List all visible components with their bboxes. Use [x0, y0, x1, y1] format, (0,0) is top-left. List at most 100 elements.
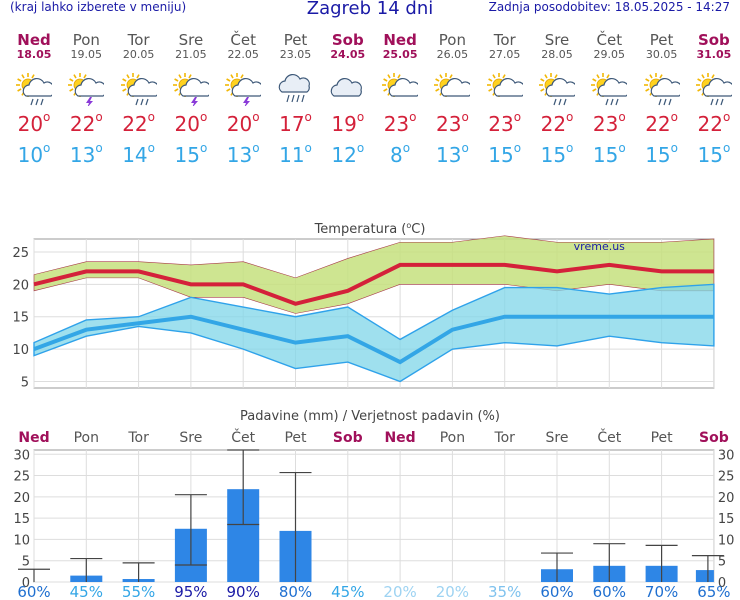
precip-probability: 55% [122, 583, 155, 600]
day-column: Pon 19.05 [60, 32, 112, 61]
day-column: Sob 24.05 [322, 32, 374, 61]
max-temp: 19o [322, 110, 374, 136]
min-temp-value: 15 [645, 143, 671, 167]
min-temp: 8o [374, 141, 426, 167]
day-name: Sre [178, 31, 204, 49]
day-column: Tor 20.05 [113, 32, 165, 61]
degree-sign: o [199, 110, 208, 124]
y-tick-label: 15 [12, 311, 29, 326]
max-temp-value: 17 [279, 112, 305, 136]
temperature-chart-title: Temperatura (oC) [314, 221, 426, 237]
degree-sign: o [722, 141, 731, 155]
y-tick-label-left: 15 [13, 512, 30, 527]
min-temp: 14o [113, 141, 165, 167]
day-column: Čet 22.05 [217, 32, 269, 61]
max-temp: 20o [217, 110, 269, 136]
degree-sign: o [461, 110, 469, 124]
max-temp-value: 23 [435, 112, 462, 136]
max-temp-value: 20 [17, 112, 44, 136]
min-temp-value: 10 [17, 143, 44, 167]
min-temp: 10o [8, 141, 60, 167]
precip-probability: 95% [174, 583, 207, 600]
x-tick-label: Čet [231, 428, 255, 446]
day-column: Pon 26.05 [426, 32, 478, 61]
y-tick-label-left: 0 [22, 576, 30, 591]
min-temp-value: 13 [226, 143, 253, 167]
x-tick-label: Čet [597, 428, 621, 446]
day-date: 22.05 [227, 48, 259, 61]
degree-sign: o [147, 110, 155, 124]
day-column: Ned 25.05 [374, 32, 426, 61]
day-date: 19.05 [70, 48, 103, 61]
min-temp-value: 14 [122, 143, 148, 167]
precip-probability: 90% [227, 583, 260, 600]
min-temp-value: 15 [174, 143, 200, 167]
degree-sign: o [513, 110, 522, 124]
max-temp: 23o [479, 110, 531, 136]
day-date: 29.05 [593, 48, 626, 61]
day-name: Tor [127, 31, 150, 49]
min-temp: 15o [583, 141, 635, 167]
y-tick-label-right: 0 [718, 576, 726, 591]
max-temp: 22o [636, 110, 688, 136]
max-temp-value: 22 [645, 112, 671, 136]
y-tick-label-right: 15 [718, 512, 735, 527]
day-date: 25.05 [382, 48, 418, 61]
day-column: Sob 31.05 [688, 32, 740, 61]
degree-sign: o [252, 141, 260, 155]
max-temp: 17o [270, 110, 322, 136]
sun-cloud-rain-icon [16, 73, 52, 106]
degree-sign: o [43, 110, 51, 124]
y-tick-label-left: 5 [22, 555, 30, 570]
max-temp-value: 20 [226, 112, 253, 136]
day-column: Ned 18.05 [8, 32, 60, 61]
min-temp-line [33, 314, 714, 365]
x-tick-label: Tor [127, 430, 149, 446]
degree-sign: o [356, 141, 365, 155]
max-temp: 20o [8, 110, 60, 136]
y-tick-label-left: 25 [13, 470, 30, 485]
degree-sign: o [402, 141, 411, 155]
min-temp: 11o [270, 141, 322, 167]
max-temp: 23o [374, 110, 426, 136]
day-date: 30.05 [645, 48, 678, 61]
min-temp: 13o [217, 141, 269, 167]
y-tick-label-right: 5 [718, 555, 726, 570]
precipitation-chart: Padavine (mm) / Verjetnost padavin (%) Ne… [13, 409, 735, 600]
day-column: Pet 30.05 [636, 32, 688, 61]
sun-cloud-icon [382, 73, 419, 97]
max-temp-value: 19 [331, 112, 357, 136]
min-temp: 15o [688, 141, 740, 167]
max-temp: 22o [688, 110, 740, 136]
degree-sign: o [252, 110, 260, 124]
x-tick-label: Sre [546, 430, 569, 446]
sun-cloud-rain-icon [539, 73, 575, 106]
y-tick-label-left: 30 [13, 448, 30, 463]
day-column: Sre 28.05 [531, 32, 583, 61]
x-tick-label: Sre [179, 430, 202, 446]
min-temp: 15o [531, 141, 583, 167]
day-name: Sre [544, 31, 570, 49]
x-tick-label: Sob [699, 430, 729, 446]
max-temp-value: 22 [69, 112, 96, 136]
min-temp-value: 8 [390, 143, 403, 167]
degree-sign: o [409, 110, 417, 124]
sun-cloud-rain-icon [643, 73, 680, 106]
precip-probability: 35% [488, 583, 521, 600]
x-tick-label: Pon [440, 430, 465, 446]
degree-sign: o [199, 141, 208, 155]
y-tick-label-left: 20 [13, 491, 30, 506]
day-name: Pet [649, 31, 674, 49]
degree-sign: o [304, 141, 312, 155]
max-temp: 22o [113, 110, 165, 136]
min-temp-value: 15 [540, 143, 567, 167]
min-temp: 15o [479, 141, 531, 167]
y-tick-label: 10 [12, 343, 29, 358]
degree-sign: o [147, 141, 155, 155]
min-temp-value: 13 [435, 143, 462, 167]
max-temp-value: 22 [697, 112, 723, 136]
precip-probability: 45% [331, 583, 364, 600]
precip-probability: 20% [383, 583, 416, 600]
degree-sign: o [618, 141, 626, 155]
min-temp-value: 11 [279, 143, 305, 167]
